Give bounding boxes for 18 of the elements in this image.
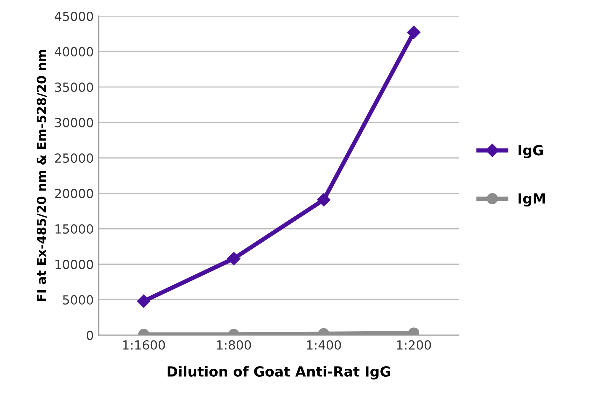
y-tick-label: 30000 (55, 118, 94, 128)
y-tick-label: 45000 (54, 12, 94, 22)
y-tick-label: 10000 (56, 260, 94, 270)
x-tick-label: 1:800 (217, 340, 252, 350)
y-tick-label: 5000 (63, 295, 94, 305)
y-tick-label: 25000 (55, 154, 94, 164)
legend-label: IgM (518, 194, 546, 207)
x-axis-title: Dilution of Goat Anti-Rat IgG (168, 366, 390, 380)
x-tick-label: 1:1600 (123, 340, 166, 350)
legend-label: IgG (518, 145, 544, 159)
y-tick-label: 15000 (56, 224, 94, 234)
y-tick-label: 0 (87, 330, 94, 340)
x-tick-label: 1:400 (307, 340, 342, 350)
x-tick-label: 1:200 (397, 340, 432, 350)
y-axis-title: FI at Ex-485/20 nm & Em-528/20 nm (36, 50, 48, 302)
y-tick-label: 20000 (55, 189, 94, 199)
y-tick-label: 40000 (54, 47, 94, 57)
y-tick-label: 35000 (55, 82, 94, 92)
